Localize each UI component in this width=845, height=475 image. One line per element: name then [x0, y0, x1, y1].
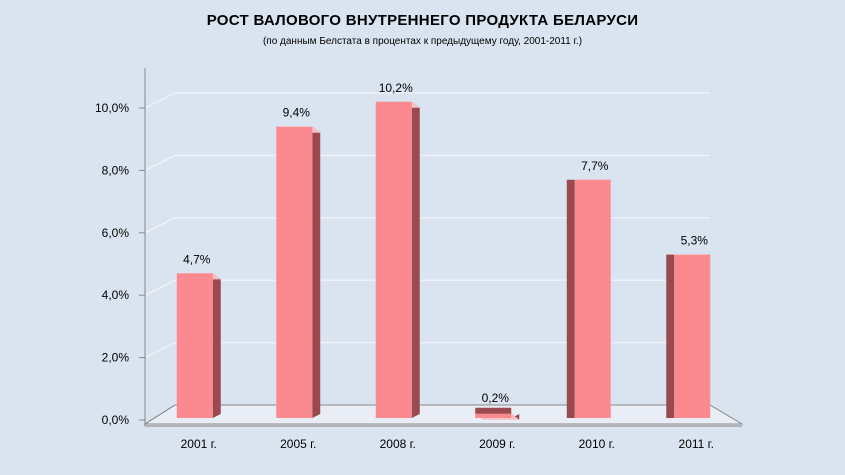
- x-tick-label: 2001 г.: [181, 437, 217, 451]
- bar: [276, 126, 321, 418]
- chart-floor-plane: [143, 404, 744, 425]
- bar-front: [674, 254, 711, 418]
- bar-front: [574, 179, 611, 418]
- bar-side: [411, 101, 420, 418]
- bar-front: [276, 126, 313, 418]
- bar: [475, 407, 520, 420]
- bar-side: [212, 273, 221, 418]
- x-tick-label: 2005 г.: [280, 437, 316, 451]
- gridline-diagonal: [144, 341, 176, 359]
- gridlines: [144, 92, 710, 359]
- bar-top: [475, 407, 512, 414]
- x-tick-label: 2008 г.: [380, 437, 416, 451]
- x-axis-tick-labels: 2001 г. 2005 г. 2008 г. 2009 г. 2010 г. 2011 …: [181, 437, 714, 451]
- bar: [666, 254, 711, 418]
- gridline-diagonal: [144, 92, 176, 109]
- bar-front: [176, 273, 213, 418]
- bar-side: [666, 254, 675, 418]
- bars: [176, 101, 711, 420]
- axes: [139, 68, 742, 427]
- chart-walls: [143, 404, 744, 425]
- x-tick-label: 2010 г.: [579, 437, 615, 451]
- data-label: 4,7%: [183, 252, 211, 266]
- x-tick-label: 2011 г.: [679, 437, 714, 451]
- y-tick-label: 2,0%: [102, 351, 130, 365]
- bar-side: [312, 126, 321, 418]
- floor-edge: [144, 404, 176, 425]
- bar: [375, 101, 420, 418]
- chart-title: РОСТ ВАЛОВОГО ВНУТРЕННЕГО ПРОДУКТА БЕЛАР…: [206, 12, 639, 29]
- bar-side: [566, 179, 575, 418]
- y-tick-label: 6,0%: [102, 226, 130, 240]
- chart-subtitle: (по данным Белстата в процентах к предыд…: [262, 36, 583, 47]
- data-label: 7,7%: [581, 159, 609, 173]
- y-tick-label: 0,0%: [102, 413, 130, 427]
- data-label: 9,4%: [283, 106, 311, 120]
- bar-front: [475, 413, 512, 418]
- bar-front: [375, 101, 412, 418]
- data-label: 0,2%: [482, 391, 510, 405]
- y-tick-label: 4,0%: [102, 288, 130, 302]
- gridline-diagonal: [144, 217, 176, 234]
- bar: [566, 179, 611, 418]
- bar: [176, 273, 221, 418]
- data-labels: 4,7% 9,4% 10,2% 0,2% 7,7% 5,3%: [183, 81, 708, 405]
- y-axis-tick-labels: 0,0% 2,0% 4,0% 6,0% 8,0% 10,0%: [95, 101, 129, 427]
- gridline-diagonal: [144, 279, 176, 296]
- data-label: 5,3%: [681, 234, 709, 248]
- y-tick-label: 10,0%: [95, 101, 129, 115]
- gridline-diagonal: [144, 154, 176, 172]
- y-tick-label: 8,0%: [102, 163, 130, 177]
- x-tick-label: 2009 г.: [479, 437, 515, 451]
- data-label: 10,2%: [379, 81, 413, 95]
